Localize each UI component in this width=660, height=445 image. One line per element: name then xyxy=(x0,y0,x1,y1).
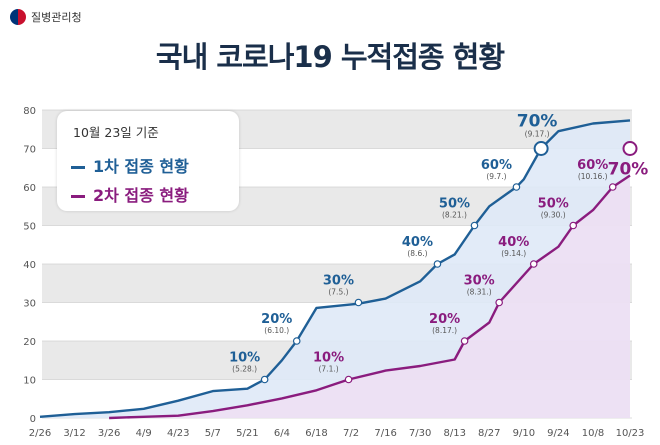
milestone-marker xyxy=(433,260,442,268)
milestone-date: (9.17.) xyxy=(525,130,550,139)
x-tick-label: 9/24 xyxy=(547,428,569,439)
agency-logo: 질병관리청 xyxy=(10,9,82,25)
milestone-label: 20% xyxy=(429,312,460,327)
milestone-label: 50% xyxy=(538,197,569,212)
milestone-marker xyxy=(495,298,503,307)
milestone-marker xyxy=(354,298,363,307)
milestone-date: (9.7.) xyxy=(486,172,506,181)
government-seal-icon xyxy=(10,9,26,25)
milestone-label: 50% xyxy=(439,197,470,212)
milestone-date: (9.14.) xyxy=(501,249,526,258)
x-tick-label: 5/7 xyxy=(205,428,221,439)
x-tick-label: 7/30 xyxy=(409,428,431,439)
y-tick-label: 20 xyxy=(23,337,36,348)
milestone-label: 40% xyxy=(498,235,529,250)
y-tick-label: 50 xyxy=(23,222,36,233)
y-tick-label: 80 xyxy=(23,106,36,117)
milestone-date: (5.28.) xyxy=(232,365,257,374)
line-dose1 xyxy=(39,119,631,418)
reference-date: 10월 23일 기준 xyxy=(73,125,159,140)
milestone-label: 40% xyxy=(402,235,433,250)
milestone-label: 30% xyxy=(323,274,354,289)
milestone-date: (8.31.) xyxy=(467,288,492,297)
y-tick-label: 70 xyxy=(23,145,36,156)
milestone-label: 70% xyxy=(517,112,558,132)
milestone-label: 70% xyxy=(608,160,649,180)
agency-name: 질병관리청 xyxy=(31,11,82,24)
milestone-marker xyxy=(622,141,638,156)
area-dose2-fill xyxy=(109,175,631,418)
x-tick-label: 10/8 xyxy=(582,428,604,439)
x-tick-label: 2/26 xyxy=(29,428,51,439)
x-tick-label: 3/26 xyxy=(98,428,120,439)
chart-title: 국내 코로나19 누적접종 현황 xyxy=(155,40,505,74)
milestone-label: 10% xyxy=(313,351,344,366)
milestone-label: 30% xyxy=(464,274,495,289)
x-tick-label: 8/27 xyxy=(478,428,500,439)
milestone-marker xyxy=(260,375,269,384)
y-tick-label: 60 xyxy=(23,183,36,194)
x-tick-label: 10/23 xyxy=(616,428,645,439)
x-tick-label: 7/16 xyxy=(374,428,396,439)
y-tick-label: 30 xyxy=(23,299,36,310)
legend-item-dose2: 2차 접종 현황 xyxy=(71,182,189,206)
milestone-marker xyxy=(460,337,469,345)
y-tick-label: 0 xyxy=(30,414,36,425)
milestone-date: (9.30.) xyxy=(541,211,566,220)
milestone-date: (7.1.) xyxy=(318,365,338,374)
x-tick-label: 6/18 xyxy=(305,428,327,439)
y-tick-label: 40 xyxy=(23,260,36,271)
milestone-label: 10% xyxy=(229,351,260,366)
x-tick-label: 6/4 xyxy=(274,428,290,439)
legend-label-dose2: 2차 접종 현황 xyxy=(93,186,189,205)
milestone-date: (8.17.) xyxy=(432,326,457,335)
y-tick-label: 10 xyxy=(23,376,36,387)
legend: 10월 23일 기준 1차 접종 현황 2차 접종 현황 xyxy=(57,111,239,211)
milestone-date: (8.21.) xyxy=(442,211,467,220)
x-tick-label: 4/23 xyxy=(167,428,189,439)
milestone-marker xyxy=(533,141,549,156)
milestone-date: (6.10.) xyxy=(264,326,289,335)
line-dose2 xyxy=(109,174,631,420)
milestone-date: (10.16.) xyxy=(578,172,608,181)
milestone-marker xyxy=(512,183,521,191)
milestone-marker xyxy=(344,375,353,384)
milestone-marker xyxy=(608,183,617,191)
milestone-marker xyxy=(569,221,578,230)
legend-label-dose1: 1차 접종 현황 xyxy=(93,157,189,176)
x-tick-label: 5/21 xyxy=(236,428,258,439)
milestone-date: (8.6.) xyxy=(407,249,427,258)
milestone-label: 60% xyxy=(577,158,608,173)
legend-item-dose1: 1차 접종 현황 xyxy=(71,153,189,177)
milestone-marker xyxy=(470,221,479,230)
milestone-marker xyxy=(529,260,538,268)
milestone-label: 20% xyxy=(261,312,292,327)
milestone-date: (7.5.) xyxy=(328,288,348,297)
legend-swatch-dose1 xyxy=(71,166,85,169)
milestone-marker xyxy=(292,337,301,345)
x-tick-label: 4/9 xyxy=(136,428,152,439)
x-tick-label: 8/13 xyxy=(443,428,465,439)
legend-swatch-dose2 xyxy=(71,195,85,198)
milestone-label: 60% xyxy=(481,158,512,173)
area-dose1-fill xyxy=(40,120,630,419)
x-tick-label: 9/10 xyxy=(513,428,535,439)
x-tick-label: 3/12 xyxy=(63,428,85,439)
x-tick-label: 7/2 xyxy=(343,428,359,439)
